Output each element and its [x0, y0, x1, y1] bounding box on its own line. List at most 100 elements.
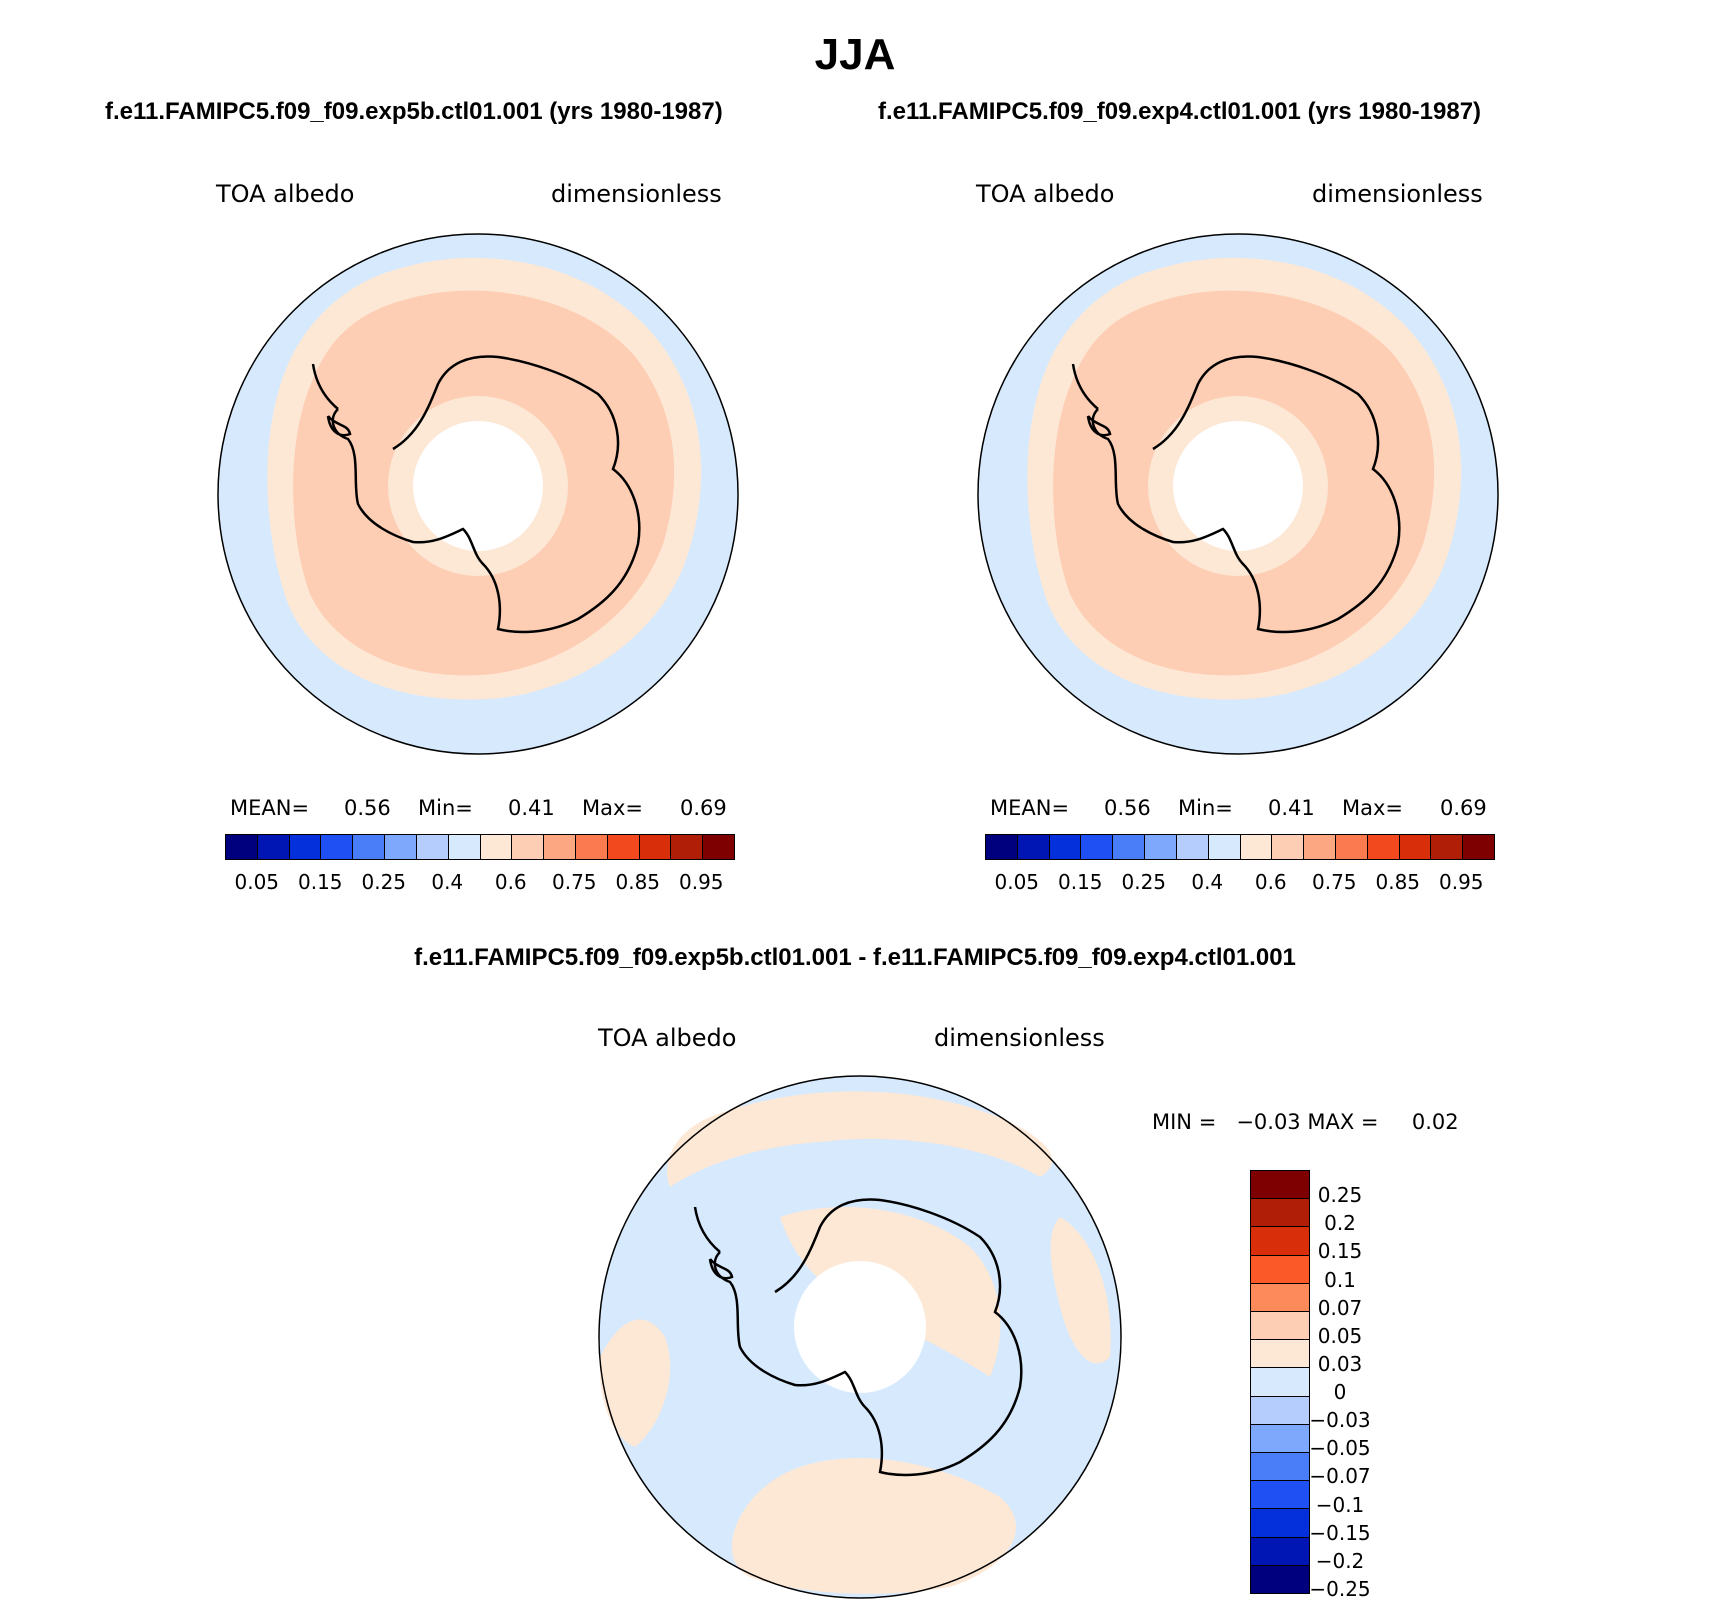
colorbar-swatch — [1272, 835, 1305, 859]
colorbar-tick-label: 0.75 — [551, 870, 597, 894]
colorbar-tick-label: −0.03 — [1309, 1408, 1371, 1433]
colorbar-tick-label: 0.15 — [1317, 1239, 1363, 1264]
left-max-label: Max= — [582, 796, 644, 820]
right-colorbar — [985, 834, 1495, 860]
colorbar-tick-label: 0.25 — [1317, 1183, 1363, 1208]
colorbar-tick-label: 0.07 — [1317, 1295, 1363, 1320]
colorbar-tick-label: 0.25 — [361, 870, 407, 894]
colorbar-swatch — [1251, 1509, 1309, 1538]
colorbar-swatch — [1081, 835, 1114, 859]
colorbar-swatch — [1208, 835, 1241, 859]
colorbar-swatch — [1113, 835, 1146, 859]
colorbar-tick-label: 0.6 — [494, 870, 527, 894]
colorbar-tick-label: −0.2 — [1315, 1548, 1365, 1573]
difference-colorbar — [1250, 1170, 1310, 1594]
right-polar-map — [977, 233, 1499, 755]
colorbar-swatch — [1176, 835, 1209, 859]
left-colorbar — [225, 834, 735, 860]
colorbar-swatch — [1251, 1368, 1309, 1397]
left-variable-label: TOA albedo — [216, 180, 355, 208]
peninsula-coastline — [311, 363, 352, 437]
peninsula-coastline — [693, 1206, 734, 1280]
right-mean-value: 0.56 — [1104, 796, 1151, 820]
antarctica-coastline — [713, 1198, 1023, 1477]
right-max-value: 0.69 — [1440, 796, 1487, 820]
colorbar-tick-label: 0.15 — [1057, 870, 1103, 894]
colorbar-swatch — [1240, 835, 1273, 859]
colorbar-tick-label: 0 — [1333, 1380, 1347, 1405]
colorbar-tick-label: 0.95 — [678, 870, 724, 894]
colorbar-swatch — [1251, 1396, 1309, 1425]
colorbar-tick-label: 0.05 — [994, 870, 1040, 894]
colorbar-swatch — [1251, 1481, 1309, 1510]
colorbar-swatch — [1145, 835, 1177, 859]
left-min-label: Min= — [418, 796, 473, 820]
colorbar-tick-label: 0.75 — [1311, 870, 1357, 894]
colorbar-swatch — [1049, 835, 1082, 859]
difference-polar-map — [598, 1075, 1122, 1599]
colorbar-swatch — [321, 835, 354, 859]
no-data-hole — [794, 1261, 926, 1393]
colorbar-swatch — [575, 835, 608, 859]
positive-patch — [666, 1091, 1053, 1187]
right-min-value: 0.41 — [1268, 796, 1315, 820]
colorbar-swatch — [1251, 1199, 1309, 1228]
colorbar-swatch — [385, 835, 417, 859]
left-min-value: 0.41 — [508, 796, 555, 820]
colorbar-tick-label: 0.15 — [297, 870, 343, 894]
outer-circle — [977, 233, 1499, 755]
difference-title: f.e11.FAMIPC5.f09_f09.exp5b.ctl01.001 - … — [414, 944, 1296, 971]
colorbar-tick-label: 0.25 — [1121, 870, 1167, 894]
colorbar-swatch — [703, 835, 734, 859]
colorbar-swatch — [1251, 1255, 1309, 1284]
colorbar-swatch — [1251, 1171, 1309, 1200]
colorbar-tick-label: 0.2 — [1324, 1211, 1356, 1236]
no-data-hole — [413, 421, 543, 551]
colorbar-swatch — [1399, 835, 1432, 859]
colorbar-swatch — [639, 835, 672, 859]
colorbar-tick-label: −0.07 — [1309, 1464, 1371, 1489]
colorbar-tick-label: 0.05 — [234, 870, 280, 894]
no-data-hole — [1173, 421, 1303, 551]
right-min-label: Min= — [1178, 796, 1233, 820]
colorbar-tick-label: 0.6 — [1254, 870, 1287, 894]
positive-patch — [1050, 1217, 1111, 1364]
colorbar-swatch — [1251, 1537, 1309, 1566]
colorbar-swatch — [416, 835, 449, 859]
colorbar-swatch — [1017, 835, 1050, 859]
colorbar-swatch — [1335, 835, 1368, 859]
colorbar-swatch — [1251, 1565, 1309, 1594]
colorbar-tick-label: 0.4 — [1191, 870, 1224, 894]
antarctica-coastline — [1091, 355, 1401, 634]
right-variable-label: TOA albedo — [976, 180, 1115, 208]
colorbar-swatch — [1431, 835, 1464, 859]
colorbar-swatch — [480, 835, 513, 859]
diff-units-label: dimensionless — [934, 1024, 1105, 1052]
colorbar-tick-label: 0.85 — [615, 870, 661, 894]
left-polar-map — [217, 233, 739, 755]
colorbar-tick-label: −0.1 — [1315, 1492, 1365, 1517]
left-mean-label: MEAN= — [230, 796, 310, 820]
colorbar-swatch — [671, 835, 704, 859]
colorbar-swatch — [1251, 1340, 1309, 1369]
positive-patch — [731, 1458, 1016, 1594]
colorbar-swatch — [1251, 1312, 1309, 1341]
colorbar-swatch — [512, 835, 545, 859]
outer-circle — [217, 233, 739, 755]
colorbar-tick-label: 0.1 — [1324, 1267, 1356, 1292]
colorbar-swatch — [257, 835, 290, 859]
left-run-title: f.e11.FAMIPC5.f09_f09.exp5b.ctl01.001 (y… — [105, 98, 723, 125]
left-units-label: dimensionless — [551, 180, 722, 208]
colorbar-swatch — [1304, 835, 1336, 859]
left-mean-value: 0.56 — [344, 796, 391, 820]
colorbar-swatch — [1251, 1283, 1309, 1313]
right-run-title: f.e11.FAMIPC5.f09_f09.exp4.ctl01.001 (yr… — [878, 98, 1482, 125]
colorbar-swatch — [448, 835, 481, 859]
colorbar-tick-label: 0.95 — [1438, 870, 1484, 894]
colorbar-swatch — [1251, 1227, 1309, 1256]
colorbar-tick-label: 0.03 — [1317, 1351, 1363, 1376]
colorbar-tick-label: 0.4 — [431, 870, 464, 894]
positive-patch — [599, 1319, 671, 1447]
left-max-value: 0.69 — [680, 796, 727, 820]
colorbar-tick-label: −0.15 — [1309, 1520, 1371, 1545]
